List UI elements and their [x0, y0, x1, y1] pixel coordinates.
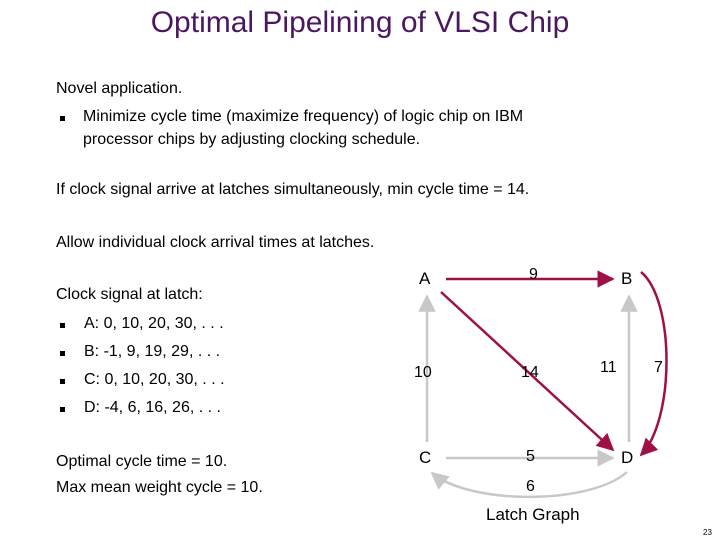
- weight-c-d: 5: [526, 448, 535, 465]
- edge-b-d: [639, 271, 668, 457]
- weight-a-d: 14: [521, 364, 539, 381]
- weight-b-d: 11: [600, 359, 617, 376]
- clock-heading: Clock signal at latch:: [56, 286, 203, 303]
- node-c: C: [419, 448, 432, 467]
- weight-a-b: 9: [529, 266, 538, 283]
- bullet-marker: [60, 323, 65, 328]
- slide-title: Optimal Pipelining of VLSI Chip: [150, 6, 570, 39]
- optimal-text: Optimal cycle time = 10.: [56, 453, 228, 470]
- node-d: D: [621, 448, 634, 467]
- weight-d-c: 6: [526, 478, 535, 495]
- maxmean-text: Max mean weight cycle = 10.: [56, 479, 263, 496]
- graph-caption: Latch Graph: [486, 505, 580, 524]
- weight-d-b: 7: [654, 359, 663, 376]
- clock-item-b: B: -1, 9, 19, 29, . . .: [84, 343, 221, 360]
- bullet-marker: [60, 351, 65, 356]
- bullet1-line2: processor chips by adjusting clocking sc…: [83, 131, 421, 148]
- weight-a-c: 10: [414, 364, 432, 381]
- clock-item-d: D: -4, 6, 16, 26, . . .: [84, 399, 221, 416]
- bullet1-line1: Minimize cycle time (maximize frequency)…: [83, 108, 524, 125]
- bullet-marker: [60, 407, 65, 412]
- slide-number: 23: [703, 528, 712, 537]
- edge-a-d: [440, 291, 615, 452]
- clock-item-a: A: 0, 10, 20, 30, . . .: [84, 315, 224, 332]
- bullet-marker: [60, 116, 65, 121]
- allow-text: Allow individual clock arrival times at …: [56, 234, 375, 251]
- simultaneous-text: If clock signal arrive at latches simult…: [56, 181, 530, 198]
- node-b: B: [621, 269, 633, 288]
- clock-item-c: C: 0, 10, 20, 30, . . .: [84, 371, 225, 388]
- node-a: A: [419, 269, 431, 288]
- intro-text: Novel application.: [56, 80, 183, 97]
- edge-d-c: [430, 471, 628, 499]
- bullet-marker: [60, 379, 65, 384]
